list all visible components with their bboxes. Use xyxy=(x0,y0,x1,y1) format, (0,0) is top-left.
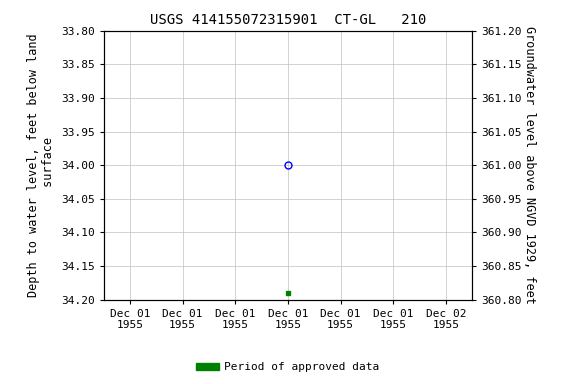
Y-axis label: Groundwater level above NGVD 1929, feet: Groundwater level above NGVD 1929, feet xyxy=(523,26,536,304)
Y-axis label: Depth to water level, feet below land
 surface: Depth to water level, feet below land su… xyxy=(27,33,55,297)
Title: USGS 414155072315901  CT-GL   210: USGS 414155072315901 CT-GL 210 xyxy=(150,13,426,27)
Legend: Period of approved data: Period of approved data xyxy=(192,358,384,377)
